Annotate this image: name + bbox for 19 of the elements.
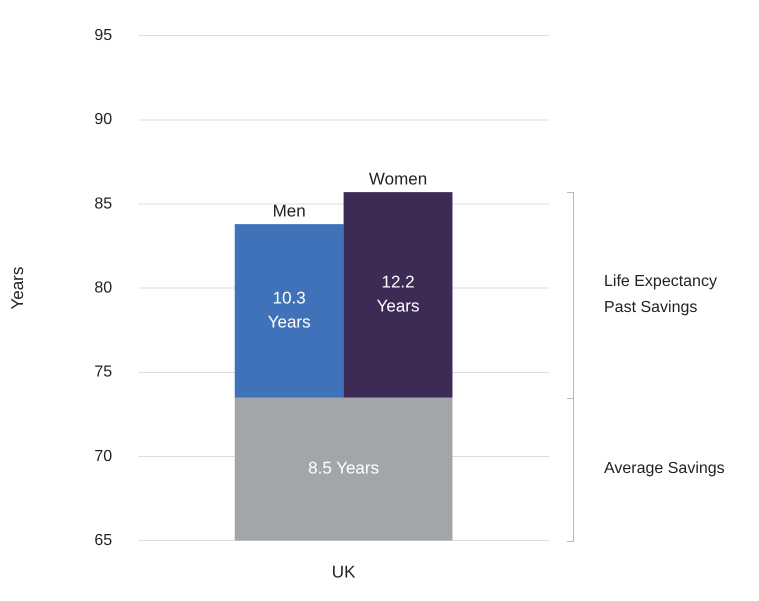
data-label: 10.3 Years (268, 288, 311, 332)
y-tick-label: 65 (94, 532, 112, 550)
y-tick-label: 70 (94, 448, 112, 465)
y-tick-label: 75 (94, 364, 112, 381)
bar (344, 192, 452, 398)
data-label: 8.5 Years (308, 458, 380, 478)
y-axis-title: Years (8, 266, 27, 310)
bar (234, 224, 344, 398)
y-tick-label: 80 (94, 280, 112, 297)
bar (234, 398, 452, 541)
text: Average Savings (604, 459, 726, 480)
data-label: 12.2 Years (376, 272, 420, 316)
text: Life Expectancy Past Savings (604, 272, 718, 318)
y-tick-label: 85 (94, 195, 112, 212)
series-label: Women (368, 169, 428, 188)
y-tick-label: 95 (94, 27, 112, 44)
series-label: Men (272, 201, 306, 220)
y-tick-label: 90 (94, 111, 112, 128)
x-tick-label: UK (332, 562, 356, 582)
